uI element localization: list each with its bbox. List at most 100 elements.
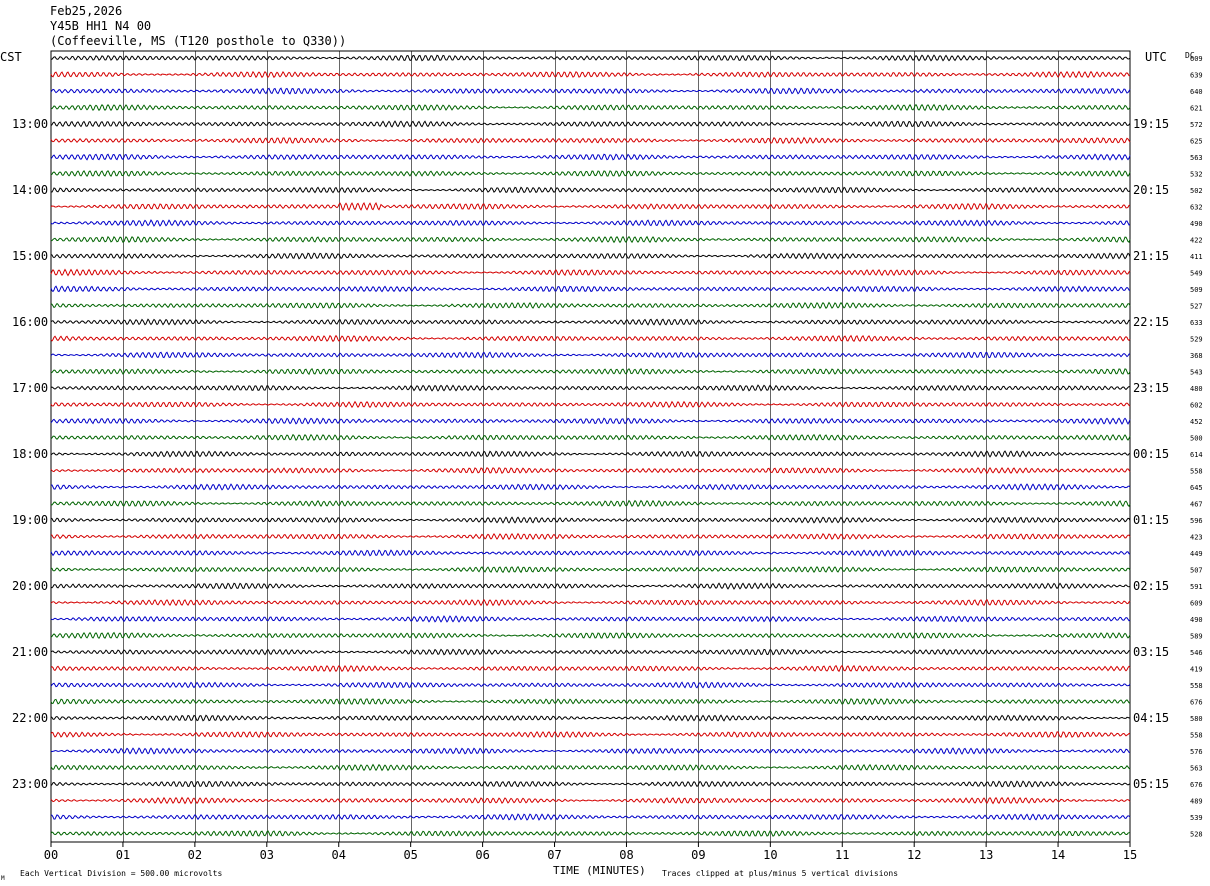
x-tick-label: 04 [332, 848, 346, 862]
dc-offset-label: 489 [1190, 798, 1203, 806]
seismic-trace [50, 549, 1131, 557]
utc-hour-label: 20:15 [1133, 183, 1169, 197]
x-axis-title: TIME (MINUTES) [553, 864, 646, 877]
dc-offset-label: 609 [1190, 55, 1203, 63]
dc-offset-label: 676 [1190, 699, 1203, 707]
dc-offset-label: 500 [1190, 435, 1203, 443]
seismic-trace [50, 417, 1131, 425]
cst-hour-label: 19:00 [12, 513, 48, 527]
utc-hour-label: 01:15 [1133, 513, 1169, 527]
dc-offset-label: 480 [1190, 385, 1203, 393]
seismic-trace [50, 318, 1131, 326]
seismic-trace [50, 103, 1131, 112]
dc-offset-label: 490 [1190, 616, 1203, 624]
seismic-trace [50, 384, 1131, 392]
utc-hour-label: 21:15 [1133, 249, 1169, 263]
axis-group: 13:00 19:15 14:00 20:15 15:00 21:15 16:00 22:15… [12, 117, 1169, 862]
seismic-trace [50, 780, 1131, 788]
dc-offset-label: 529 [1190, 336, 1203, 344]
seismic-trace [50, 433, 1131, 442]
dc-offset-label: 423 [1190, 534, 1203, 542]
dc-offset-label: 558 [1190, 682, 1203, 690]
dc-offset-label: 527 [1190, 303, 1203, 311]
dc-offset-label: 509 [1190, 286, 1203, 294]
cst-hour-label: 17:00 [12, 381, 48, 395]
seismic-trace [51, 483, 1131, 491]
dc-offset-label: 563 [1190, 765, 1203, 773]
dc-offset-label: 639 [1190, 72, 1203, 80]
dc-offset-label: 645 [1190, 484, 1203, 492]
dc-offset-label: 543 [1190, 369, 1203, 377]
seismic-trace [50, 368, 1131, 376]
dc-offset-label: 591 [1190, 583, 1203, 591]
x-tick-label: 12 [907, 848, 921, 862]
dc-offset-label: 576 [1190, 748, 1203, 756]
dc-header-label: DC [1185, 51, 1195, 60]
cst-hour-label: 15:00 [12, 249, 48, 263]
seismic-trace [50, 268, 1131, 277]
seismic-trace [50, 351, 1131, 359]
x-tick-label: 01 [116, 848, 130, 862]
seismic-trace [50, 136, 1131, 145]
cst-hour-label: 13:00 [12, 117, 48, 131]
seismic-trace [50, 120, 1131, 128]
seismic-trace [50, 170, 1131, 178]
cst-hour-label: 21:00 [12, 645, 48, 659]
x-tick-label: 09 [691, 848, 705, 862]
seismic-trace [50, 153, 1131, 161]
x-tick-label: 06 [475, 848, 489, 862]
dc-offset-label: 368 [1190, 352, 1203, 360]
seismic-trace [50, 698, 1131, 706]
right-timezone-label: UTC [1145, 50, 1167, 64]
seismic-trace [50, 763, 1131, 772]
dc-offset-label: 558 [1190, 468, 1203, 476]
seismic-trace [50, 54, 1131, 62]
dc-offset-label: 549 [1190, 270, 1203, 278]
seismic-trace [50, 631, 1131, 640]
x-tick-label: 11 [835, 848, 849, 862]
cst-hour-label: 23:00 [12, 777, 48, 791]
station-location: (Coffeeville, MS (T120 posthole to Q330)… [50, 34, 347, 48]
dc-offset-label: 558 [1190, 732, 1203, 740]
x-tick-label: 10 [763, 848, 777, 862]
seismic-trace [50, 830, 1131, 837]
dc-offset-label: 419 [1190, 666, 1203, 674]
seismic-trace [50, 747, 1131, 755]
plot-date: Feb25,2026 [50, 4, 123, 18]
utc-hour-label: 02:15 [1133, 579, 1169, 593]
seismic-trace [50, 598, 1131, 607]
plot-grid [50, 50, 1131, 843]
dc-offset-label: 632 [1190, 204, 1203, 212]
dc-offset-label: 625 [1190, 138, 1203, 146]
seismic-trace [50, 648, 1131, 656]
seismic-trace [50, 516, 1131, 524]
seismic-trace [50, 87, 1131, 95]
dc-offset-label: 596 [1190, 517, 1203, 525]
dc-offset-label: 614 [1190, 451, 1203, 459]
clip-note: Traces clipped at plus/minus 5 vertical … [662, 869, 898, 878]
dc-offset-label: 546 [1190, 649, 1203, 657]
seismic-trace [50, 796, 1131, 805]
dc-offset-label: 490 [1190, 220, 1203, 228]
plot-frame [50, 50, 1131, 843]
dc-offset-label: 452 [1190, 418, 1203, 426]
dc-offset-label: 676 [1190, 781, 1203, 789]
utc-hour-label: 19:15 [1133, 117, 1169, 131]
dc-offset-label: 589 [1190, 633, 1203, 641]
seismic-trace [50, 186, 1131, 194]
dc-offset-label: 528 [1190, 831, 1203, 839]
seismic-trace [50, 70, 1131, 79]
utc-hour-label: 23:15 [1133, 381, 1169, 395]
utc-hour-label: 05:15 [1133, 777, 1169, 791]
x-tick-label: 00 [44, 848, 58, 862]
corner-mark: M [1, 875, 5, 882]
dc-offset-label: 507 [1190, 567, 1203, 575]
cst-hour-label: 16:00 [12, 315, 48, 329]
seismic-trace [50, 301, 1131, 309]
trace-group: 609 639 640 621 572 625 563 532 502 632 490 422 411 5… [50, 54, 1203, 839]
x-tick-label: 13 [979, 848, 993, 862]
seismic-trace [50, 466, 1131, 475]
seismic-trace [50, 334, 1131, 343]
seismic-trace [50, 450, 1131, 458]
